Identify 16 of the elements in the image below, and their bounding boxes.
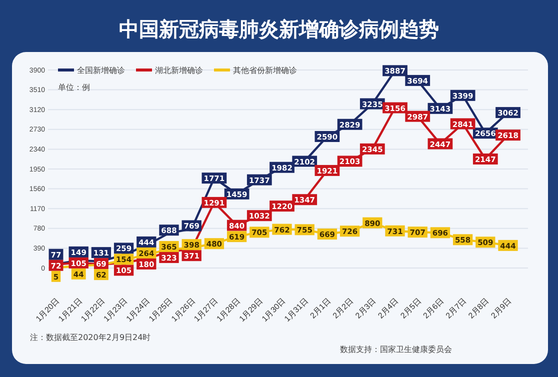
x-tick-label: 2月8日	[466, 296, 491, 320]
x-tick-label: 2月7日	[444, 296, 468, 320]
annotation: 单位：例	[58, 83, 90, 92]
x-tick-label: 2月5日	[398, 296, 423, 320]
x-tick-label: 2月1日	[308, 296, 332, 320]
legend-label: 其他省份新增确诊	[233, 66, 297, 75]
x-tick-label: 2月2日	[331, 296, 356, 320]
chart-title: 中国新冠病毒肺炎新增确诊病例趋势	[119, 17, 439, 41]
x-tick-label: 2月3日	[354, 296, 378, 320]
text: 注：数据截至2020年2月9日24时	[30, 333, 151, 342]
text: 数据支持：国家卫生健康委员会	[340, 345, 452, 354]
legend-label: 湖北新增确诊	[155, 66, 203, 75]
x-tick-label: 2月9日	[489, 296, 514, 320]
x-tick-label: 2月4日	[376, 296, 400, 320]
legend-label: 全国新增确诊	[77, 66, 125, 75]
x-tick-label: 2月6日	[421, 296, 446, 320]
